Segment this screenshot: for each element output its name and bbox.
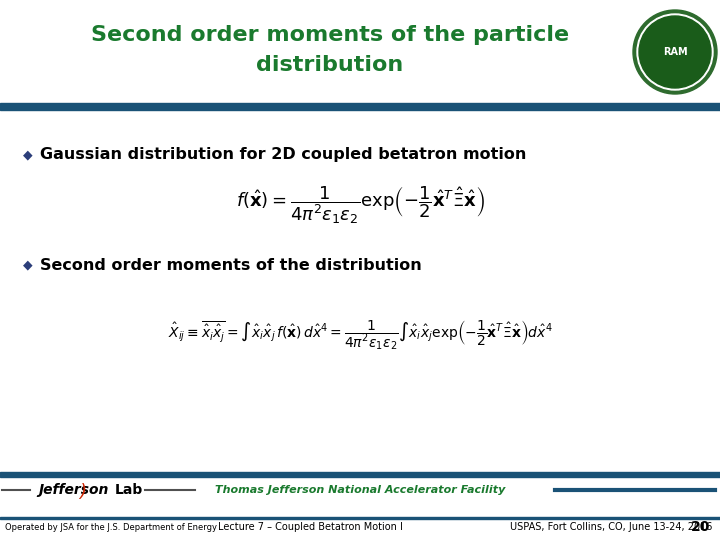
Bar [0, 517, 720, 519]
Text: Gaussian distribution for 2D coupled betatron motion: Gaussian distribution for 2D coupled bet… [40, 147, 526, 163]
Text: Operated by JSA for the J.S. Department of Energy: Operated by JSA for the J.S. Department … [5, 523, 217, 531]
Circle shape [637, 14, 713, 90]
Text: $\hat{X}_{ij} \equiv \overline{\hat{x}_i\hat{x}_j} = \int \hat{x}_i\hat{x}_j\,f(: $\hat{X}_{ij} \equiv \overline{\hat{x}_i… [168, 318, 552, 352]
Text: ): ) [79, 483, 86, 501]
Text: Lecture 7 – Coupled Betatron Motion I: Lecture 7 – Coupled Betatron Motion I [217, 522, 402, 532]
Text: Lab: Lab [115, 483, 143, 497]
Circle shape [633, 10, 717, 94]
Text: Second order moments of the particle: Second order moments of the particle [91, 25, 569, 45]
Text: ◆: ◆ [23, 148, 33, 161]
Text: Second order moments of the distribution: Second order moments of the distribution [40, 258, 422, 273]
Text: ◆: ◆ [23, 259, 33, 272]
Text: RAM: RAM [662, 47, 688, 57]
Text: Jefferson: Jefferson [38, 483, 109, 497]
Text: Thomas Jefferson National Accelerator Facility: Thomas Jefferson National Accelerator Fa… [215, 485, 505, 495]
Circle shape [639, 16, 711, 88]
Bar [0, 472, 720, 477]
Bar [0, 103, 720, 110]
Text: 20: 20 [690, 520, 710, 534]
Text: USPAS, Fort Collins, CO, June 13-24, 2016: USPAS, Fort Collins, CO, June 13-24, 201… [510, 522, 712, 532]
Text: $f(\hat{\mathbf{x}}) = \dfrac{1}{4\pi^2\varepsilon_1\varepsilon_2}\exp\!\left(-\: $f(\hat{\mathbf{x}}) = \dfrac{1}{4\pi^2\… [235, 184, 485, 226]
Text: distribution: distribution [256, 55, 404, 75]
